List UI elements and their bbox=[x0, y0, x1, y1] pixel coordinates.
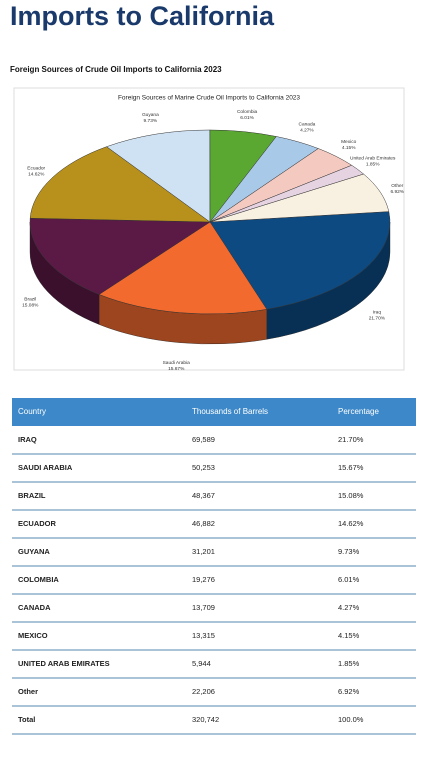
slice-label: Colombia bbox=[237, 109, 258, 115]
column-header: Thousands of Barrels bbox=[192, 407, 268, 416]
table-cell: 69,589 bbox=[192, 435, 215, 444]
slice-label: Ecuador bbox=[27, 165, 45, 171]
slice-shade bbox=[266, 222, 390, 340]
table-cell: 100.0% bbox=[338, 715, 364, 724]
table-cell: 13,709 bbox=[192, 603, 215, 612]
column-header: Country bbox=[18, 407, 46, 416]
slice-value-label: 1.85% bbox=[366, 161, 380, 167]
table-cell: 19,276 bbox=[192, 575, 215, 584]
table-cell: 31,201 bbox=[192, 547, 215, 556]
page-title: Imports to California bbox=[10, 1, 275, 31]
table-cell: 320,742 bbox=[192, 715, 219, 724]
slice-label: Guyana bbox=[142, 112, 159, 118]
slice bbox=[98, 221, 268, 315]
slice-value-label: 4.15% bbox=[342, 145, 356, 151]
table-cell: IRAQ bbox=[18, 435, 37, 444]
table-cell: Other bbox=[18, 687, 38, 696]
table-cell: Total bbox=[18, 715, 35, 724]
subtitle: Foreign Sources of Crude Oil Imports to … bbox=[10, 65, 222, 74]
slice-label: Iraq bbox=[373, 310, 382, 316]
slice bbox=[106, 129, 211, 223]
slice-value-label: 14.62% bbox=[28, 171, 45, 177]
slice-value-label: 15.67% bbox=[168, 366, 185, 372]
slice-label: Mexico bbox=[341, 139, 357, 145]
table-cell: CANADA bbox=[18, 603, 51, 612]
table-cell: 50,253 bbox=[192, 463, 215, 472]
table-cell: 13,315 bbox=[192, 631, 215, 640]
table-cell: 6.92% bbox=[338, 687, 360, 696]
column-header: Percentage bbox=[338, 407, 379, 416]
table-cell: 22,206 bbox=[192, 687, 215, 696]
table-cell: UNITED ARAB EMIRATES bbox=[18, 659, 110, 668]
slice-value-label: 6.01% bbox=[240, 115, 254, 121]
table-cell: 4.27% bbox=[338, 603, 360, 612]
chart-title: Foreign Sources of Marine Crude Oil Impo… bbox=[118, 95, 300, 102]
table: Country Thousands of Barrels Percentage IRA… bbox=[12, 398, 416, 735]
table-cell: ECUADOR bbox=[18, 519, 57, 528]
table-cell: 5,944 bbox=[192, 659, 211, 668]
table-cell: COLOMBIA bbox=[18, 575, 59, 584]
table-cell: 9.73% bbox=[338, 547, 360, 556]
slice bbox=[29, 218, 211, 295]
table-cell: 4.15% bbox=[338, 631, 360, 640]
slice-value-label: 21.70% bbox=[369, 316, 386, 322]
table-cell: 15.08% bbox=[338, 491, 364, 500]
slice-shade bbox=[30, 222, 100, 325]
slice-label: Brazil bbox=[24, 296, 36, 302]
table-cell: 14.62% bbox=[338, 519, 364, 528]
table-header-bg bbox=[12, 398, 416, 426]
table-cell: 21.70% bbox=[338, 435, 364, 444]
table-cell: 1.85% bbox=[338, 659, 360, 668]
slice-value-label: 9.73% bbox=[144, 118, 158, 124]
table-cell: BRAZIL bbox=[18, 491, 46, 500]
slice bbox=[209, 211, 391, 310]
table-cell: GUYANA bbox=[18, 547, 50, 556]
slice-label: United Arab Emirates bbox=[350, 155, 396, 161]
slice-label: Other bbox=[391, 183, 403, 189]
slice-shade bbox=[99, 294, 267, 344]
table-cell: 48,367 bbox=[192, 491, 215, 500]
slice-value-label: 6.92% bbox=[390, 189, 404, 195]
slice-value-label: 4.27% bbox=[300, 127, 314, 133]
slice bbox=[209, 173, 390, 223]
table-cell: 6.01% bbox=[338, 575, 360, 584]
slice-label: Canada bbox=[298, 121, 315, 127]
table-cell: MEXICO bbox=[18, 631, 48, 640]
table-cell: SAUDI ARABIA bbox=[18, 463, 73, 472]
slice-value-label: 15.08% bbox=[22, 302, 39, 308]
table-cell: 15.67% bbox=[338, 463, 364, 472]
slice-label: Saudi Arabia bbox=[163, 360, 191, 366]
table-cell: 46,882 bbox=[192, 519, 215, 528]
slice bbox=[29, 146, 211, 223]
